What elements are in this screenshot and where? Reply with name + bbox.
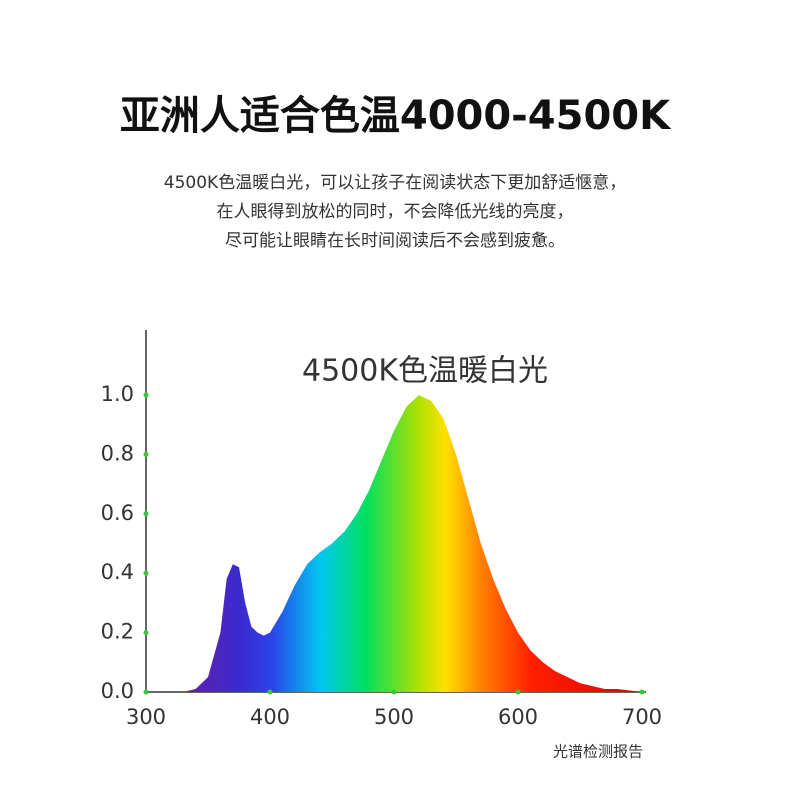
spectrum-area (183, 395, 642, 692)
y-tick-label: 0.8 (101, 441, 134, 465)
y-tick-mark (143, 570, 149, 576)
y-tick-mark (143, 689, 149, 695)
y-tick-label: 0.0 (101, 679, 134, 703)
y-tick-mark (143, 511, 149, 517)
x-axis-label: 光谱检测报告 (553, 743, 643, 761)
description-line: 尽可能让眼睛在长时间阅读后不会感到疲惫。 (225, 231, 565, 251)
y-tick-mark (143, 451, 149, 457)
x-tick-mark (391, 689, 397, 695)
x-tick-label: 300 (126, 705, 166, 729)
x-tick-label: 700 (622, 705, 662, 729)
y-tick-label: 1.0 (101, 382, 134, 406)
x-tick-label: 500 (374, 705, 414, 729)
y-tick-label: 0.4 (101, 560, 134, 584)
description-line: 4500K色温暖白光，可以让孩子在阅读状态下更加舒适惬意， (164, 173, 626, 193)
y-tick-label: 0.2 (101, 620, 134, 644)
x-tick-label: 400 (250, 705, 290, 729)
x-tick-label: 600 (498, 705, 538, 729)
y-tick-label: 0.6 (101, 501, 134, 525)
y-tick-mark (143, 392, 149, 398)
x-tick-mark (639, 689, 645, 695)
x-tick-mark (267, 689, 273, 695)
y-tick-mark (143, 630, 149, 636)
description-line: 在人眼得到放松的同时，不会降低光线的亮度， (217, 202, 574, 222)
chart-title: 4500K色温暖白光 (302, 354, 548, 389)
page-title: 亚洲人适合色温4000-4500K (120, 93, 672, 139)
x-tick-mark (515, 689, 521, 695)
